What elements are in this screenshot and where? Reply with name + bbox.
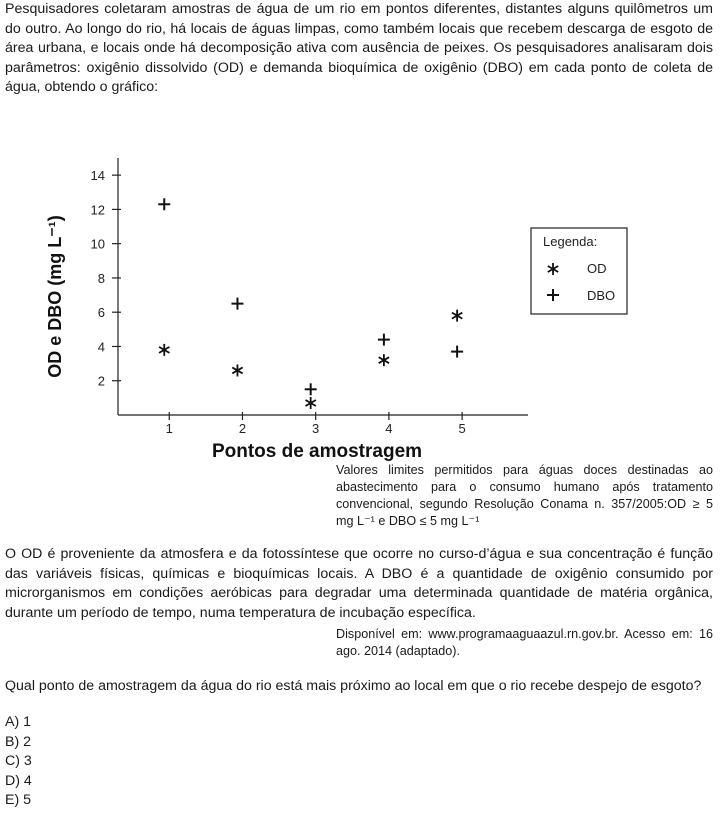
- answer-options: A) 1 B) 2 C) 3 D) 4 E) 5: [5, 713, 32, 811]
- legend-dbo-marker: [547, 289, 559, 301]
- y-tick-label: 10: [91, 237, 105, 252]
- source-citation: Disponível em: www.programaaguaazul.rn.g…: [336, 627, 713, 658]
- x-tick-label: 4: [385, 421, 392, 436]
- y-tick-label: 2: [98, 374, 105, 389]
- x-axis-label: Pontos de amostragem: [212, 441, 422, 462]
- y-axis-label: OD e DBO (mg L⁻¹): [45, 215, 65, 378]
- x-tick-label: 5: [458, 421, 465, 436]
- legend-od-marker: [547, 263, 559, 275]
- y-tick-label: 4: [98, 339, 105, 354]
- dbo-point: [377, 333, 390, 346]
- od-point: [378, 354, 390, 367]
- od-point: [231, 364, 244, 377]
- dbo-point: [304, 383, 317, 396]
- y-tick-label: 12: [91, 202, 105, 217]
- x-tick-label: 3: [312, 421, 319, 436]
- dbo-point: [158, 198, 171, 211]
- option-b[interactable]: B) 2: [5, 733, 32, 750]
- y-tick-label: 8: [98, 271, 105, 286]
- legend-od-label: OD: [587, 261, 607, 276]
- option-a[interactable]: A) 1: [5, 714, 32, 730]
- dbo-point: [231, 297, 244, 310]
- y-tick-label: 14: [91, 168, 105, 183]
- y-tick-label: 6: [98, 305, 105, 320]
- x-tick-label: 2: [239, 421, 246, 436]
- option-c[interactable]: C) 3: [5, 753, 32, 770]
- option-e[interactable]: E) 5: [5, 792, 32, 809]
- legend-dbo-label: DBO: [587, 288, 615, 303]
- question-text: Qual ponto de amostragem da água do rio …: [5, 678, 702, 694]
- od-point: [305, 397, 317, 410]
- option-d[interactable]: D) 4: [5, 772, 32, 789]
- dbo-point: [451, 345, 464, 358]
- intro-paragraph: Pesquisadores coletaram amostras de água…: [5, 1, 713, 96]
- legend-title: Legenda:: [543, 234, 597, 249]
- x-tick-label: 1: [166, 421, 173, 436]
- legend-box: [530, 227, 628, 315]
- limits-note: Valores limites permitidos para águas do…: [336, 463, 713, 528]
- body-paragraph: O OD é proveniente da atmosfera e da fot…: [5, 546, 713, 621]
- od-point: [158, 343, 170, 356]
- od-point: [451, 309, 463, 322]
